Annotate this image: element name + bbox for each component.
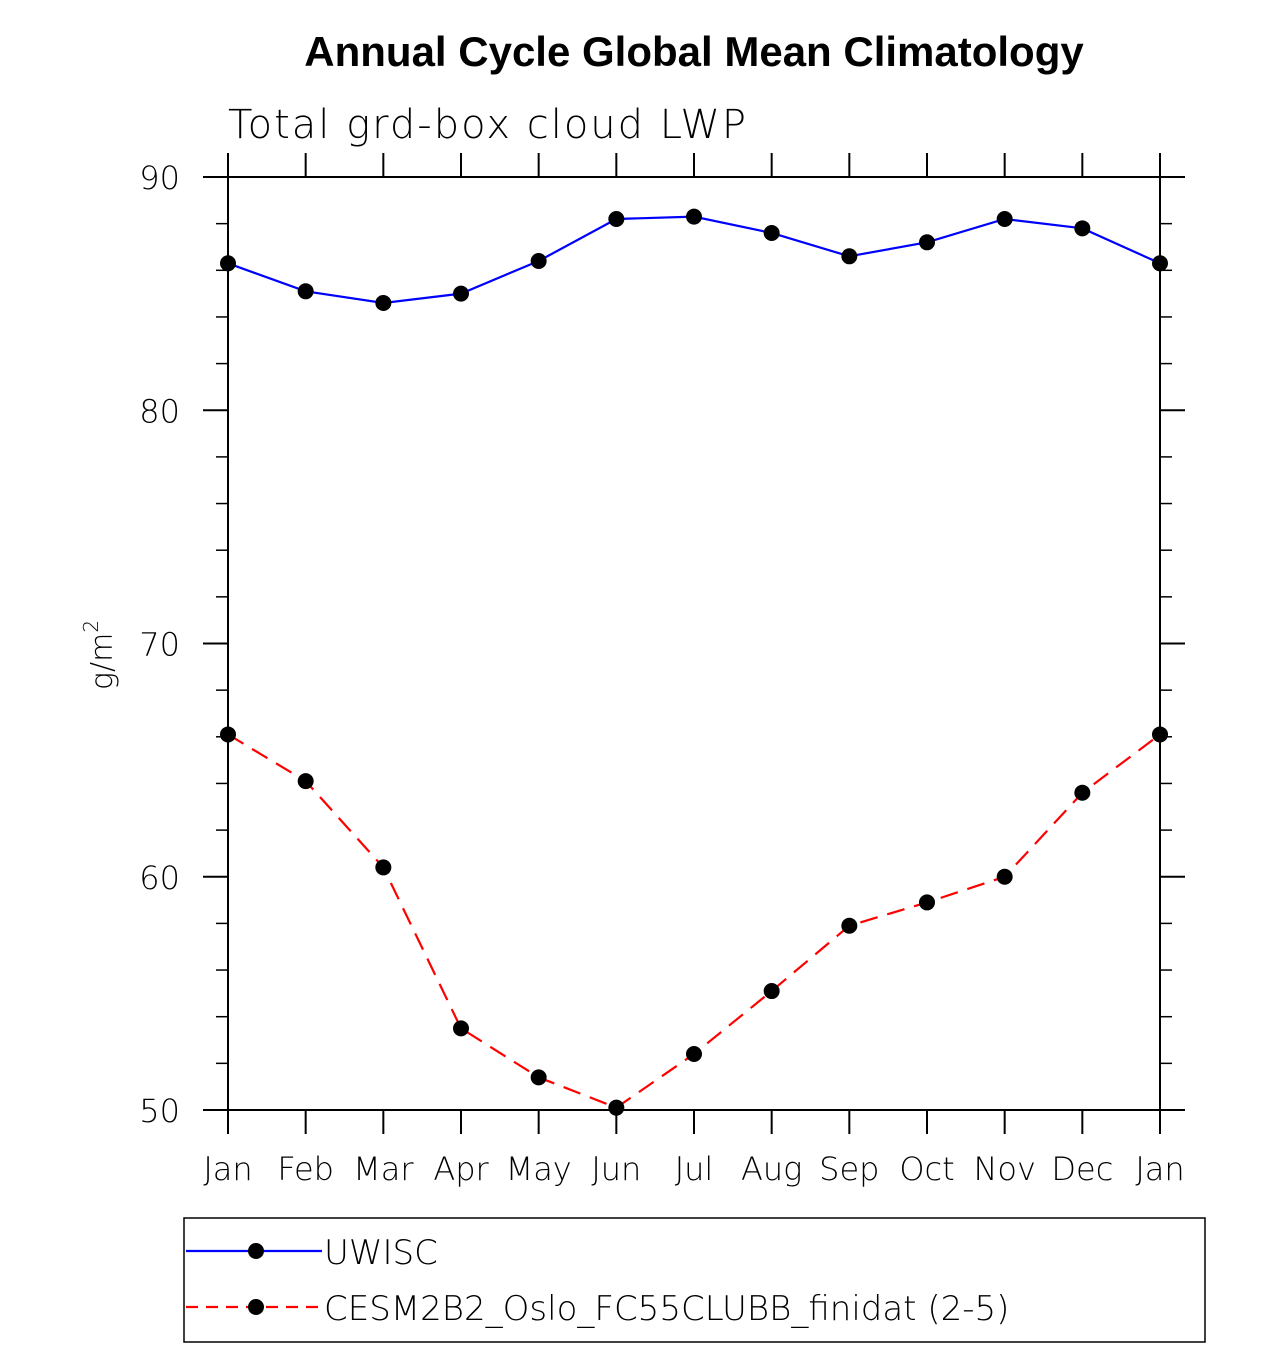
y-tick-label: 50 [139, 1092, 180, 1130]
x-tick-label: Aug [741, 1150, 802, 1188]
data-point [996, 868, 1013, 885]
axis-ticks [203, 153, 1185, 1134]
data-point [220, 726, 236, 743]
data-point [1074, 220, 1091, 237]
data-point [297, 773, 314, 790]
legend-label: CESM2B2_Oslo_FC55CLUBB_finidat (2-5) [324, 1289, 1009, 1329]
data-point [608, 210, 625, 227]
x-tick-label: Jul [675, 1150, 714, 1188]
data-point [686, 208, 702, 225]
legend-marker [248, 1299, 264, 1315]
series-1 [220, 208, 1168, 311]
x-tick-label: Apr [433, 1150, 489, 1188]
data-point [841, 248, 858, 265]
y-tick-label: 60 [139, 859, 180, 897]
series-layer [220, 208, 1168, 1116]
x-tick-label: Nov [973, 1150, 1035, 1188]
x-tick-label: Oct [899, 1150, 954, 1188]
data-point [1074, 784, 1091, 801]
y-axis-label: g/m2 [79, 620, 120, 690]
legend-box [183, 1217, 1206, 1343]
legend-label: UWISC [324, 1233, 438, 1273]
data-point [841, 917, 858, 934]
x-tick-label: Dec [1051, 1150, 1113, 1188]
data-point [1152, 255, 1168, 272]
data-point [1152, 726, 1168, 743]
data-point [375, 294, 392, 311]
series-2 [220, 726, 1168, 1116]
y-tick-label: 90 [139, 159, 180, 197]
data-point [375, 859, 392, 876]
x-tick-label: Jun [591, 1150, 641, 1188]
legend-item: CESM2B2_Oslo_FC55CLUBB_finidat (2-5) [186, 1289, 1009, 1329]
data-point [453, 1020, 469, 1037]
data-point [686, 1046, 702, 1063]
y-axis-label-unit: g/m [85, 633, 120, 690]
data-point [996, 210, 1013, 227]
data-point [608, 1099, 625, 1116]
chart-subtitle: Total grd-box cloud LWP [228, 102, 748, 148]
data-point [530, 252, 547, 269]
data-point [919, 894, 935, 911]
legend-marker [248, 1243, 264, 1259]
plot-axes [203, 176, 1185, 1111]
legend: UWISC CESM2B2_Oslo_FC55CLUBB_finidat (2-5… [183, 1217, 1206, 1343]
data-point [919, 234, 935, 251]
y-tick-label: 80 [139, 392, 180, 430]
series-line [227, 215, 1161, 305]
data-point [453, 285, 469, 302]
y-axis-label-exponent: 2 [79, 620, 103, 633]
data-point [297, 283, 314, 300]
chart-title: Annual Cycle Global Mean Climatology [304, 28, 1084, 75]
legend-item: UWISC [186, 1233, 438, 1273]
x-tick-label: Jan [1135, 1150, 1184, 1188]
x-tick-label: Feb [277, 1150, 334, 1188]
axis-tick-labels: Jan Feb Mar Apr May Jun Jul Aug Sep Oct Nov Dec Jan 5… [139, 159, 1184, 1188]
data-point [763, 224, 780, 241]
data-point [763, 983, 780, 1000]
data-point [220, 255, 236, 272]
x-tick-label: Sep [819, 1150, 879, 1188]
data-point [530, 1069, 547, 1086]
x-tick-label: Mar [353, 1150, 414, 1188]
x-tick-label: Jan [203, 1150, 252, 1188]
x-tick-label: May [506, 1150, 572, 1188]
y-tick-label: 70 [139, 626, 180, 664]
